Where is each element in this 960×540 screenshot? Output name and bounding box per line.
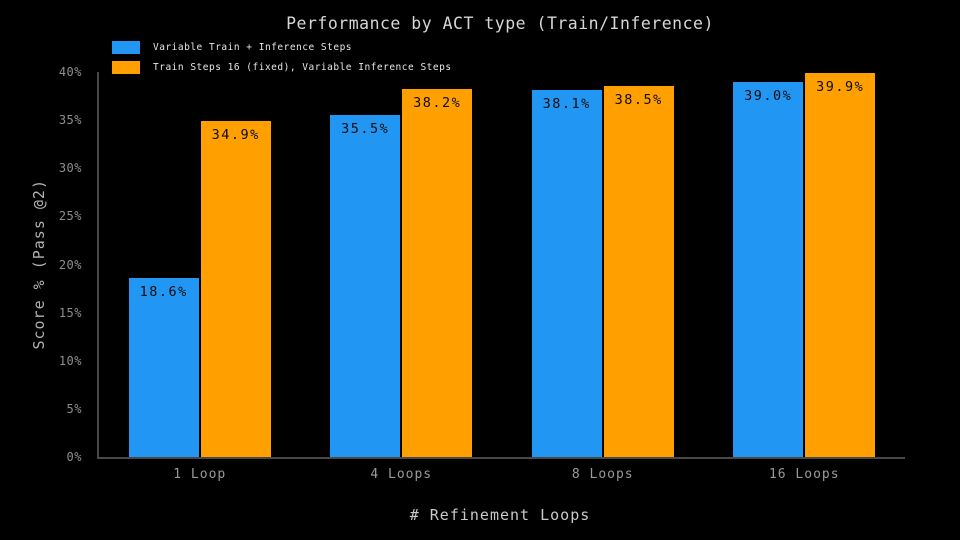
bar-value-label: 38.2% [413,95,462,112]
bar: 18.6% [128,277,199,457]
bar-pair: 18.6% 34.9% [128,72,271,457]
legend-label: Train Steps 16 (fixed), Variable Inferen… [153,62,452,73]
bar-value-label: 18.6% [139,283,188,300]
bar-value-label: 35.5% [341,121,390,138]
y-axis-ticks: 0% 5% 10% 15% 20% 25% 30% 35% 40% [0,66,90,463]
bar: 38.1% [531,90,602,457]
bar-value-label: 39.0% [744,87,793,104]
y-tick-label: 20% [58,257,82,272]
y-tick-label: 15% [58,305,82,320]
bar: 39.9% [805,72,876,457]
bar-group: 18.6% 34.9% 1 Loop [99,72,301,482]
bar-group: 39.0% 39.9% 16 Loops [704,72,906,482]
x-tick-label: 4 Loops [370,467,433,482]
bar-group: 35.5% 38.2% 4 Loops [301,72,503,482]
x-tick-label: 8 Loops [571,467,634,482]
bar-pair: 39.0% 39.9% [733,72,876,457]
bar-value-label: 38.5% [614,92,663,109]
x-tick-label: 1 Loop [173,467,227,482]
bar-value-label: 34.9% [211,127,260,144]
y-tick-label: 5% [66,401,82,416]
y-tick-label: 0% [66,450,82,464]
bar-group: 38.1% 38.5% 8 Loops [502,72,704,482]
bar: 38.5% [603,86,674,457]
x-axis-title: # Refinement Loops [409,506,591,524]
legend-row: Train Steps 16 (fixed), Variable Inferen… [112,61,452,74]
chart-title: Performance by ACT type (Train/Inference… [286,14,714,33]
y-tick-label: 30% [58,161,82,176]
legend-row: Variable Train + Inference Steps [112,41,452,54]
bar: 34.9% [200,121,271,457]
plot-groups: 18.6% 34.9% 1 Loop 35.5% 38.2% 4 Loops 38.1% 38… [99,72,906,482]
bar-value-label: 38.1% [542,96,591,113]
y-tick-label: 10% [58,353,82,368]
bar: 38.2% [402,89,473,457]
y-tick-label: 35% [58,113,82,128]
legend: Variable Train + Inference Steps Train St… [112,41,452,74]
bar-pair: 38.1% 38.5% [531,72,674,457]
bar-value-label: 39.9% [816,78,865,95]
bar: 39.0% [733,81,804,457]
legend-swatch-icon [112,41,140,54]
y-tick-label: 40% [58,65,82,79]
bar: 35.5% [330,115,401,457]
x-tick-label: 16 Loops [768,467,840,482]
legend-label: Variable Train + Inference Steps [153,42,353,53]
bar-pair: 35.5% 38.2% [330,72,473,457]
y-tick-label: 25% [58,209,82,224]
legend-swatch-icon [112,61,140,74]
plot-area: 18.6% 34.9% 1 Loop 35.5% 38.2% 4 Loops 38.1% 38… [97,72,906,482]
